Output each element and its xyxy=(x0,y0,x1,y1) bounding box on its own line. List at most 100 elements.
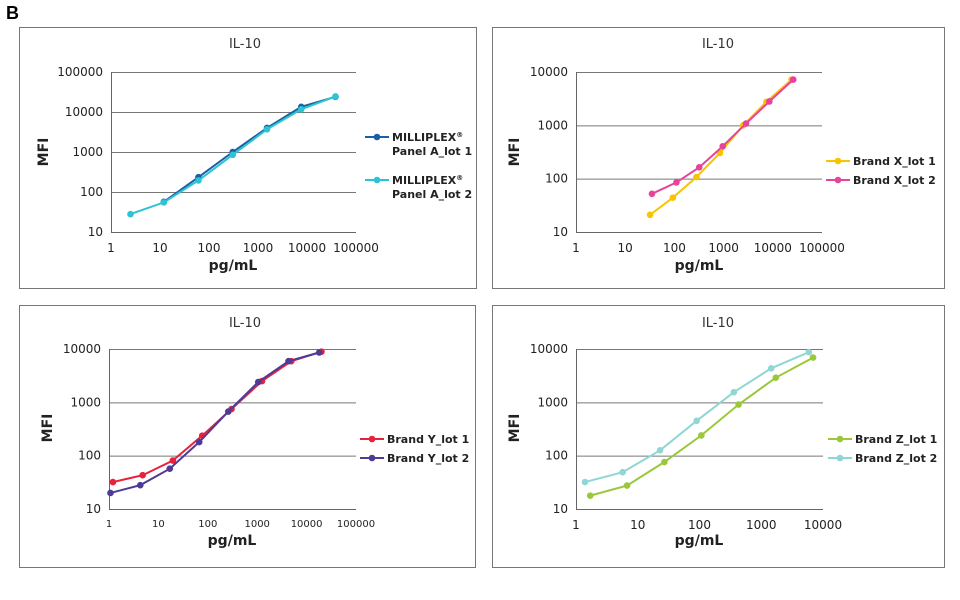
x-tick-label: 100 xyxy=(198,519,217,530)
x-tick-label: 100000 xyxy=(337,519,375,530)
data-point xyxy=(742,120,750,127)
data-point xyxy=(669,194,677,201)
data-point xyxy=(698,432,705,439)
y-tick-label: 1000 xyxy=(537,395,568,409)
data-point xyxy=(285,357,292,365)
legend-label: Brand Z_lot 2 xyxy=(855,452,937,465)
legend-item: Brand Y_lot 1 xyxy=(360,433,469,446)
legend-label: Brand Y_lot 1 xyxy=(387,433,469,446)
legend-label-line: Panel A_lot 2 xyxy=(392,188,472,201)
data-point xyxy=(315,349,323,356)
series-2 xyxy=(107,349,323,497)
legend-label: Brand Y_lot 2 xyxy=(387,452,469,465)
x-tick-label: 10000 xyxy=(754,241,792,255)
legend-item: Brand X_lot 1 xyxy=(826,155,936,168)
chart-title: IL-10 xyxy=(229,37,261,52)
y-tick-label: 10 xyxy=(86,502,101,516)
data-point xyxy=(673,179,680,186)
y-tick-label: 10000 xyxy=(63,342,101,356)
y-tick-label: 100 xyxy=(78,449,101,463)
data-point xyxy=(695,164,703,171)
series-1 xyxy=(586,354,817,499)
chart-panel-4: IL-10 10 100 1000 10000 1 10 100 1000 10000 MFI pg/… xyxy=(492,305,945,568)
data-point xyxy=(107,489,114,497)
legend-swatch-marker xyxy=(836,454,844,462)
legend-item: Brand X_lot 2 xyxy=(826,174,936,187)
y-tick-label: 10000 xyxy=(530,65,568,79)
legend-label: Brand X_lot 1 xyxy=(853,155,936,168)
y-axis-label: MFI xyxy=(507,138,523,167)
data-point xyxy=(789,76,797,83)
data-point xyxy=(136,481,144,489)
data-point xyxy=(332,93,339,100)
y-tick-label: 1000 xyxy=(537,118,568,132)
data-point xyxy=(169,457,177,464)
legend-item: Brand Z_lot 1 xyxy=(828,433,937,446)
data-point xyxy=(656,447,664,454)
legend-swatch-marker xyxy=(373,176,381,184)
data-point xyxy=(648,190,656,198)
data-point xyxy=(224,408,232,415)
x-tick-label: 100 xyxy=(198,241,221,255)
registered-mark: ® xyxy=(456,131,463,139)
x-tick-label: 1000 xyxy=(746,518,777,532)
x-axis-label: pg/mL xyxy=(675,258,724,274)
series-2 xyxy=(581,348,813,486)
y-tick-label: 100000 xyxy=(57,65,103,79)
panel-border xyxy=(19,27,477,289)
x-axis-label: pg/mL xyxy=(675,533,724,549)
x-tick-label: 10000 xyxy=(804,518,842,532)
x-tick-label: 1000 xyxy=(708,241,739,255)
legend-swatch-marker xyxy=(368,454,376,462)
x-tick-label: 100000 xyxy=(799,241,845,255)
legend-item: MILLIPLEX® Panel A_lot 1 xyxy=(365,131,472,158)
data-point xyxy=(160,199,168,206)
x-tick-label: 1000 xyxy=(243,241,274,255)
data-point xyxy=(263,125,271,133)
data-point xyxy=(166,465,174,472)
legend-label-line: MILLIPLEX xyxy=(392,131,457,144)
x-tick-label: 10 xyxy=(630,518,645,532)
legend-label: Brand X_lot 2 xyxy=(853,174,936,187)
x-tick-label: 100 xyxy=(688,518,711,532)
x-tick-label: 1 xyxy=(572,241,580,255)
series-line xyxy=(163,95,336,203)
figure-panel-label: B xyxy=(6,3,19,23)
x-tick-label: 10 xyxy=(152,241,167,255)
chart-panel-3: IL-10 10 100 1000 10000 1 10 100 1000 10000 100000… xyxy=(19,305,476,568)
x-axis-label: pg/mL xyxy=(208,533,257,549)
data-point xyxy=(254,378,262,386)
data-point xyxy=(719,142,727,150)
data-point xyxy=(767,364,775,372)
legend-item: Brand Y_lot 2 xyxy=(360,452,469,465)
legend-swatch-marker xyxy=(834,157,842,165)
chart-title: IL-10 xyxy=(229,316,261,331)
data-point xyxy=(195,177,202,184)
data-point xyxy=(766,98,773,105)
x-tick-label: 1 xyxy=(107,241,115,255)
data-point xyxy=(297,105,305,113)
legend-label-line: Panel A_lot 1 xyxy=(392,145,472,158)
x-tick-label: 10000 xyxy=(291,519,323,530)
y-tick-label: 10 xyxy=(553,502,568,516)
data-point xyxy=(730,388,738,396)
data-point xyxy=(586,492,594,499)
x-tick-label: 1 xyxy=(106,519,112,530)
x-tick-label: 10 xyxy=(152,519,165,530)
data-point xyxy=(195,438,203,446)
legend-item: MILLIPLEX® Panel A_lot 2 xyxy=(365,174,472,201)
data-point xyxy=(139,471,146,479)
x-tick-label: 1 xyxy=(572,518,580,532)
legend-label: Brand Z_lot 1 xyxy=(855,433,937,446)
y-tick-label: 100 xyxy=(545,172,568,186)
series-2 xyxy=(127,93,339,218)
y-tick-label: 1000 xyxy=(70,395,101,409)
y-tick-label: 100 xyxy=(545,449,568,463)
data-point xyxy=(229,151,237,159)
y-tick-label: 100 xyxy=(80,185,103,199)
legend-label-line: MILLIPLEX xyxy=(392,174,457,187)
chart-title: IL-10 xyxy=(702,37,734,52)
y-axis-label: MFI xyxy=(40,414,56,443)
data-point xyxy=(581,478,589,486)
